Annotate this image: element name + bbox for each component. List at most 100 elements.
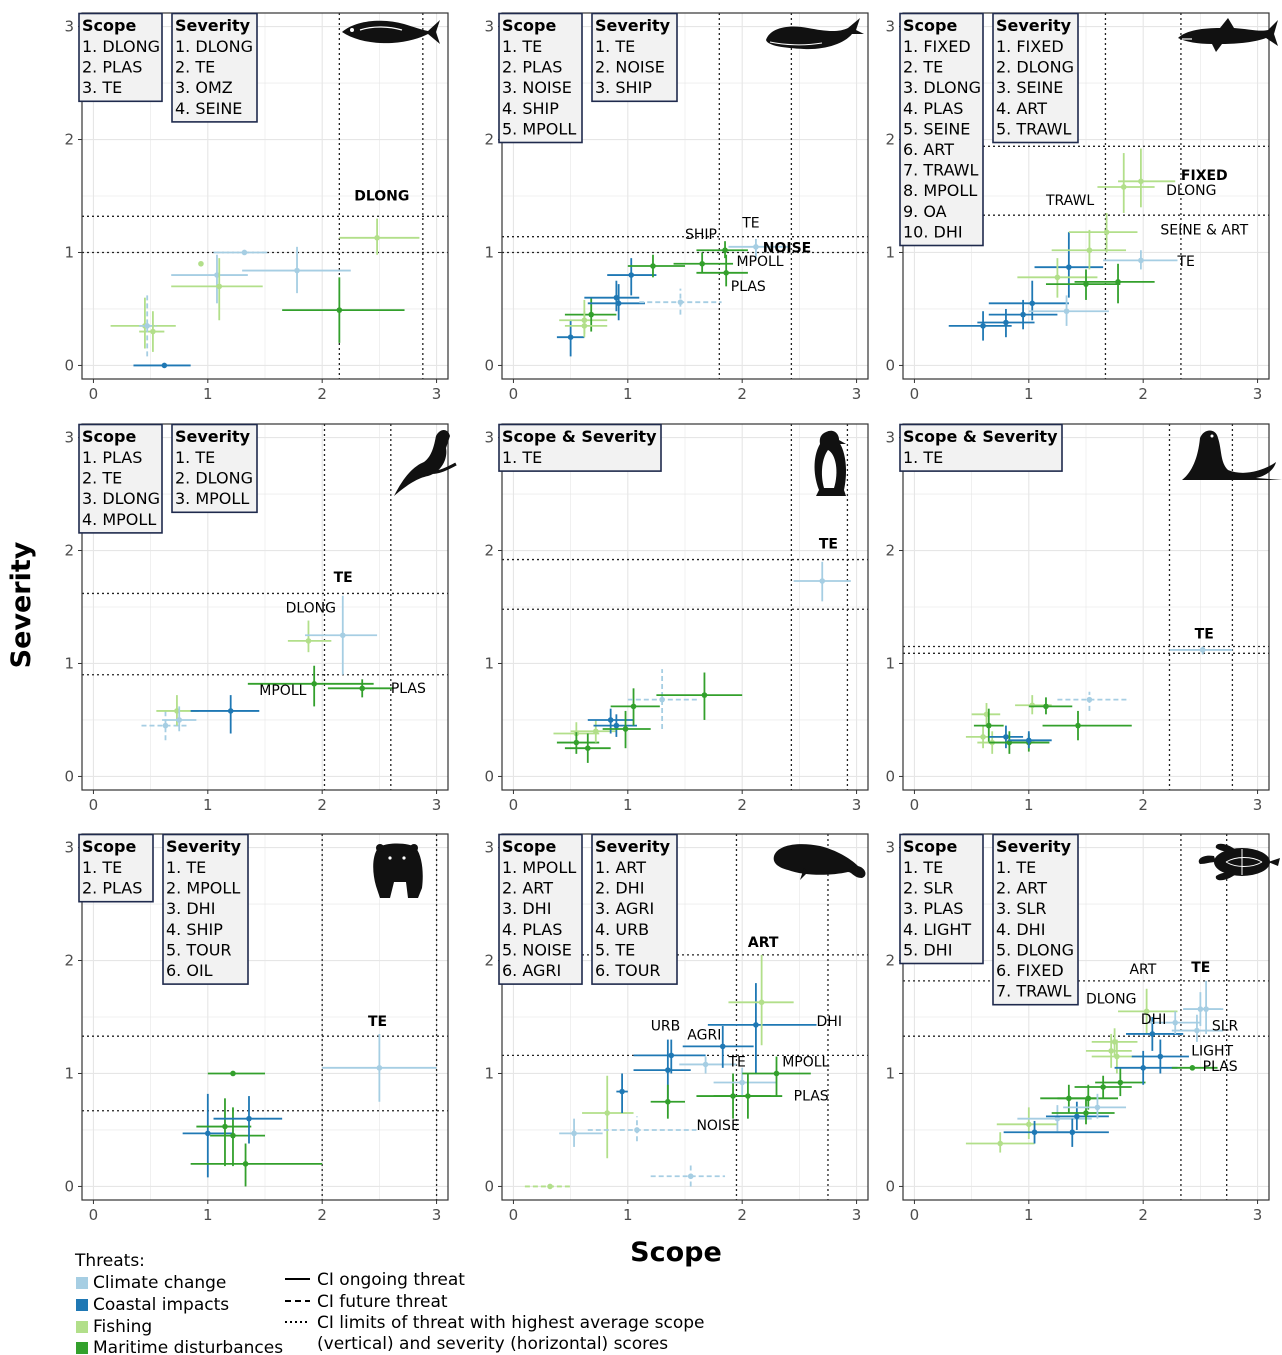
ranking-item: 5. MPOLL [502,119,576,138]
threat-point [564,733,611,763]
threat-label: MPOLL [782,1055,829,1071]
threat-label: TE [741,216,759,232]
threat-point [141,710,188,741]
threat-point [196,1098,252,1167]
panel: TE 0 1 2 3 0 1 2 3 Scope & Severity 1. TE [885,423,1282,814]
ranking-item: 6. FIXED [996,961,1064,980]
ranking-box: Severity 1. DLONG 2. TE3. OMZ 4. SEINE [171,12,258,123]
x-tick-label: 1 [1024,385,1034,403]
threat-label: LIGHT [1191,1043,1233,1059]
axis-ticks: 0 1 2 3 0 1 2 3 [885,839,1262,1224]
threat-label: SLR [1212,1019,1239,1035]
ranking-box-title: Severity [175,427,251,446]
ranking-box-title: Scope & Severity [502,427,657,446]
threat-label: MPOLL [259,683,306,699]
mean-point [1203,1006,1209,1012]
mean-point [613,722,620,729]
legend-threat-item: Maritime disturbances [76,1338,283,1355]
mean-point [628,272,635,278]
ranking-item: 5. DLONG [996,940,1074,959]
mean-point [604,1110,611,1116]
mean-point [634,1127,640,1133]
legend-swatch-climate-change [76,1277,88,1289]
mean-point [1149,1031,1156,1037]
mean-point [1114,1053,1120,1060]
y-tick-label: 3 [885,839,895,857]
mean-point [622,726,629,732]
y-tick-label: 0 [64,1177,74,1195]
mean-point [773,1070,780,1077]
threat-point [1008,731,1052,749]
threat-point [948,311,1012,341]
threat-point [650,1163,726,1187]
threat-point [1051,229,1127,270]
panel-border [902,423,1270,791]
mean-point [997,1140,1004,1147]
x-tick-label: 0 [89,796,99,814]
x-tick-label: 3 [1253,1206,1263,1224]
x-tick-label: 1 [1024,796,1034,814]
threat-label: TE [334,570,353,586]
x-tick-label: 2 [1138,385,1148,403]
panel-border [81,423,449,791]
threat-point [1183,980,1224,1034]
ranking-item: 1. TE [996,858,1036,877]
mean-point [1157,1053,1164,1060]
ranking-item: 2. SLR [903,879,954,898]
threat-point [570,719,617,743]
threat-points [524,954,817,1190]
mean-point [1086,696,1093,703]
y-tick-label: 0 [484,767,494,785]
mean-point [1115,279,1121,285]
ranking-item: 4. LIGHT [903,920,971,939]
threat-label: SHIP [685,227,717,243]
panel-border [501,12,869,380]
threat-label: PLAS [1203,1059,1238,1075]
threat-label: ART [748,935,779,951]
mean-point [150,328,156,335]
x-tick-label: 3 [432,385,442,403]
legend: Threats: Climate change Coastal impacts … [74,1251,705,1355]
threat-point [584,280,640,312]
threat-point [713,1073,783,1119]
threat-point [742,1056,811,1097]
axis-ticks: 0 1 2 3 0 1 2 3 [885,429,1262,814]
threat-points [110,218,420,369]
threat-point [139,295,157,357]
ranking-box-title: Severity [595,16,671,35]
mean-point [246,1115,252,1122]
threat-point [559,1118,603,1147]
threat-point [1042,710,1132,741]
threat-point [593,714,637,737]
mean-point [1029,300,1036,307]
threat-label: DLONG [354,189,409,205]
mean-point [242,1161,249,1167]
threat-label: PLAS [794,1089,829,1105]
ranking-item: 2. MPOLL [166,879,240,898]
mean-point [630,703,637,710]
threat-point [305,595,378,675]
mean-point [1043,703,1049,710]
y-tick-label: 2 [64,131,74,149]
mean-point [305,638,312,644]
threat-point [198,260,204,267]
threat-point [1017,258,1098,298]
y-tick-label: 1 [885,243,895,261]
threat-point [988,299,1058,330]
ranking-item: 8. MPOLL [903,181,977,200]
ranking-item: 3. MPOLL [175,489,249,508]
threat-point [728,954,794,1046]
mean-point [1138,257,1144,264]
ranking-item: 4. SHIP [502,99,559,118]
ranking-item: 1. TE [595,37,635,56]
manatee-icon [773,844,866,880]
x-tick-label: 2 [317,385,327,403]
mean-point [176,717,183,723]
ranking-item: 1. TE [903,858,943,877]
mean-point [1189,1065,1196,1071]
legend-threat-item: Climate change [76,1273,226,1293]
y-tick-label: 1 [64,654,74,672]
